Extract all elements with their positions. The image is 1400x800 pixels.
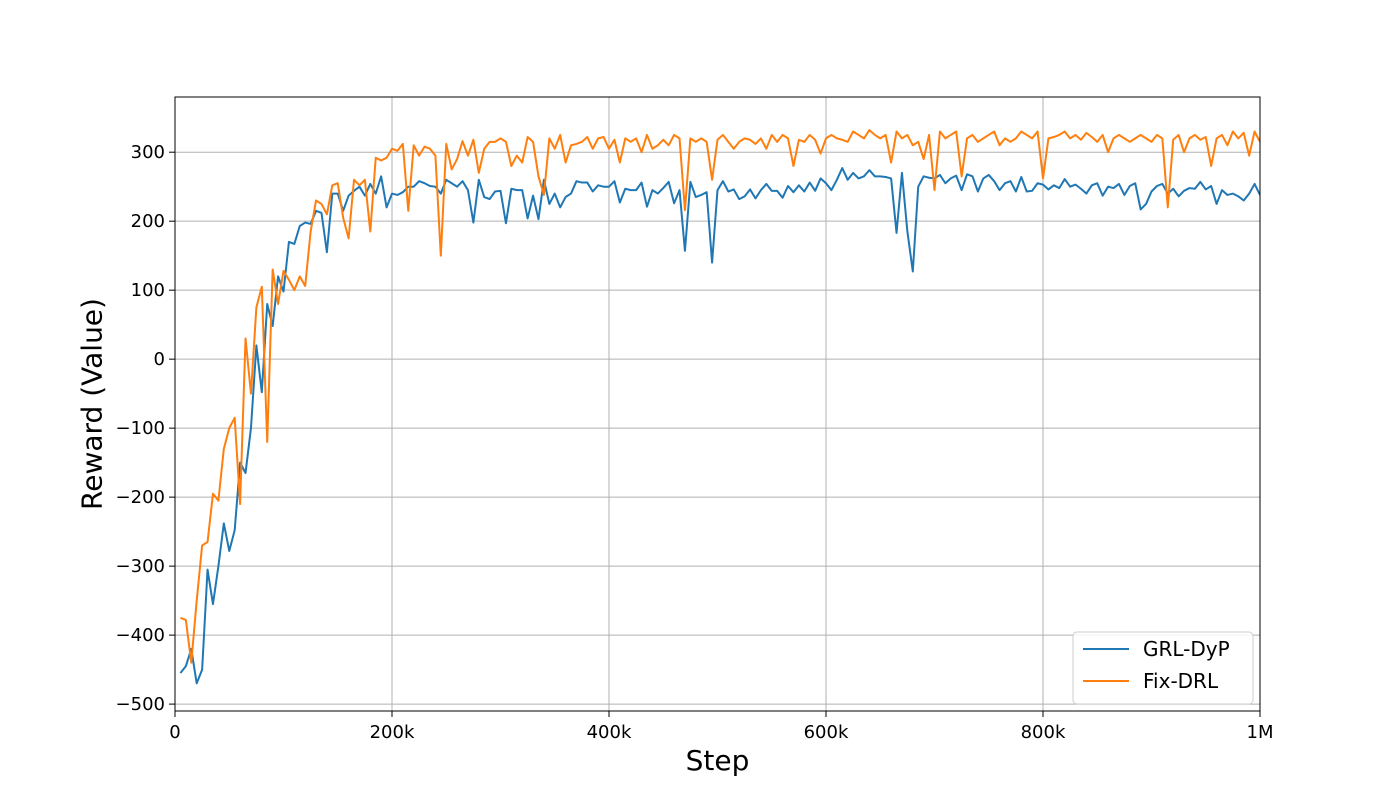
x-tick-label: 800k	[1021, 722, 1066, 743]
series-lines	[179, 129, 1260, 685]
x-axis-label: Step	[686, 744, 750, 777]
x-tick-label: 0	[169, 722, 180, 743]
x-axis-ticks: 0 200k 400k 600k 800k 1M	[169, 711, 1273, 743]
legend-label-fix-drl: Fix-DRL	[1143, 669, 1219, 693]
y-tick-label: 0	[154, 349, 165, 370]
y-axis-ticks: −500 −400 −300 −200 −100 0 100 200 300	[116, 142, 175, 715]
y-tick-label: −400	[116, 625, 165, 646]
y-tick-label: −200	[116, 487, 165, 508]
y-tick-label: −100	[116, 418, 165, 439]
y-axis-label: Reward (Value)	[76, 298, 109, 510]
series-line-grl-dyp	[179, 167, 1260, 685]
legend: GRL-DyP Fix-DRL	[1072, 631, 1254, 705]
x-tick-label: 600k	[804, 722, 849, 743]
y-tick-label: −300	[116, 556, 165, 577]
x-tick-label: 200k	[370, 722, 415, 743]
x-tick-label: 1M	[1247, 722, 1274, 743]
y-tick-label: 300	[131, 142, 165, 163]
y-tick-label: 100	[131, 280, 165, 301]
series-line-fix-drl	[180, 129, 1260, 664]
y-tick-label: −500	[116, 694, 165, 715]
y-tick-label: 200	[131, 211, 165, 232]
legend-label-grl-dyp: GRL-DyP	[1143, 637, 1230, 661]
plot-frame	[174, 96, 1261, 712]
x-tick-label: 400k	[587, 722, 632, 743]
